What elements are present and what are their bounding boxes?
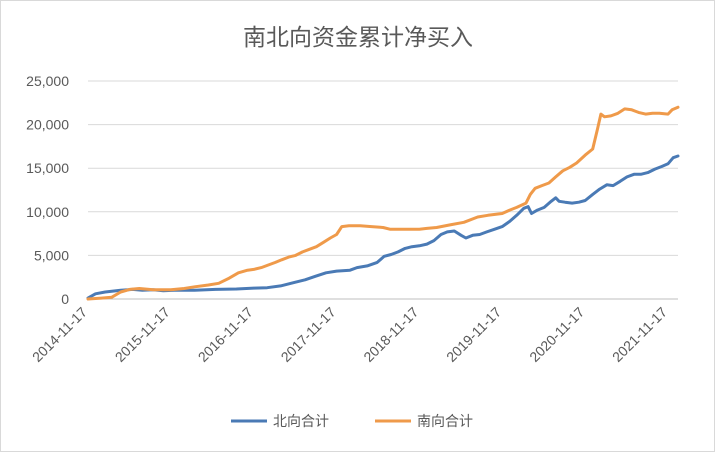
x-tick-label: 2014-11-17 — [29, 304, 90, 365]
x-axis-ticks: 2014-11-17 2015-11-17 2016-11-17 2017-11-17… — [29, 304, 670, 365]
x-tick-label: 2017-11-17 — [278, 304, 339, 365]
y-tick-label: 0 — [61, 291, 69, 307]
y-axis-ticks: 0 5,000 10,000 15,000 20,000 25,000 — [26, 73, 69, 307]
x-tick-label: 2018-11-17 — [360, 304, 421, 365]
x-tick-label: 2015-11-17 — [112, 304, 173, 365]
y-tick-label: 25,000 — [26, 73, 69, 89]
legend-label-2: 南向合计 — [417, 414, 473, 430]
y-tick-label: 15,000 — [26, 160, 69, 176]
series-line-2 — [86, 105, 680, 301]
x-tick-label: 2021-11-17 — [609, 304, 670, 365]
series-lines — [86, 105, 680, 301]
y-gridlines — [88, 80, 678, 256]
legend: 北向合计 南向合计 — [231, 414, 473, 430]
series-line-1 — [86, 154, 680, 300]
x-tick-label: 2020-11-17 — [526, 304, 587, 365]
x-tick-label: 2016-11-17 — [195, 304, 256, 365]
x-tick-label: 2019-11-17 — [443, 304, 504, 365]
legend-label-1: 北向合计 — [273, 414, 329, 430]
chart-title: 南北向资金累计净买入 — [243, 25, 473, 51]
y-tick-label: 5,000 — [34, 247, 69, 263]
y-tick-label: 20,000 — [26, 117, 69, 133]
y-tick-label: 10,000 — [26, 204, 69, 220]
